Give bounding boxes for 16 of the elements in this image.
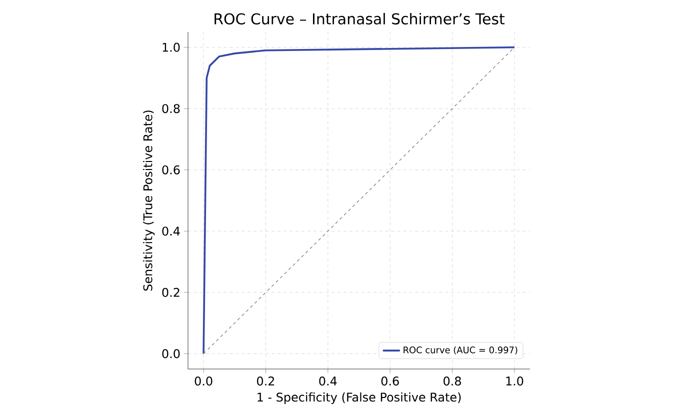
y-tick-label: 0.2 [162,288,180,297]
y-tick-label: 1.0 [162,42,180,52]
legend-label: ROC curve (AUC = 0.997) [404,346,518,354]
y-tick-label: 0.0 [162,349,180,358]
x-tick-label: 0.6 [381,376,399,386]
chart-title: ROC Curve – Intranasal Schirmer’s Test [214,12,505,25]
y-tick-label: 0.8 [162,104,180,114]
y-axis-title: Sensitivity (True Positive Rate) [143,110,155,291]
y-tick-label: 0.4 [162,226,180,236]
x-axis-title: 1 - Specificity (False Positive Rate) [258,392,461,404]
x-tick-label: 1.0 [506,376,524,386]
y-tick-label: 0.6 [162,165,180,174]
x-tick-label: 0.8 [444,376,461,386]
x-tick-label: 0.2 [257,376,274,386]
x-tick-label: 0.4 [319,376,337,386]
x-tick-label: 0.0 [194,376,212,386]
